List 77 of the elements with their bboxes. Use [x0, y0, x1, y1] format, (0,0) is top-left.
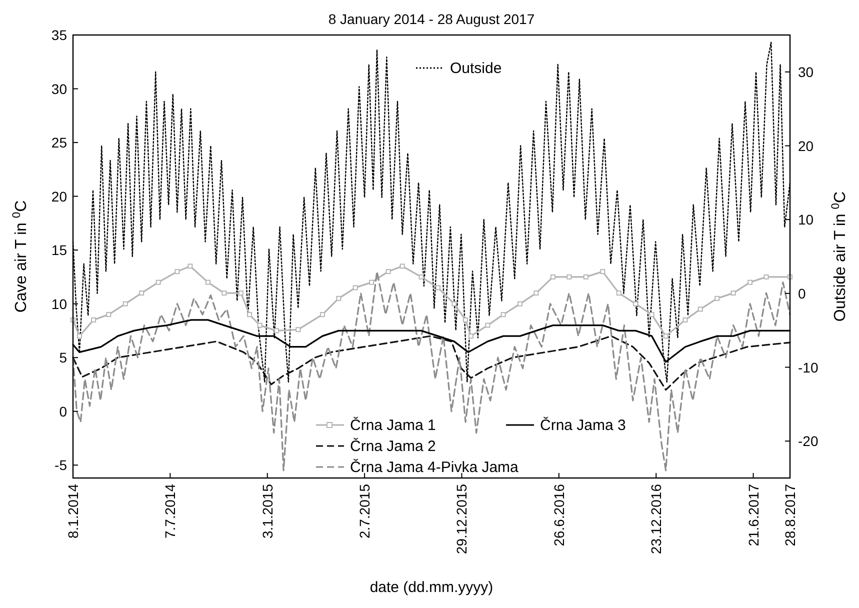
point — [550, 274, 556, 280]
point — [296, 327, 301, 332]
x-tick-label: 7.7.2014 — [162, 484, 178, 538]
point — [698, 306, 703, 312]
point — [748, 280, 753, 285]
point — [222, 290, 227, 296]
point — [730, 290, 736, 296]
point — [616, 290, 622, 296]
y2-tick-label: -10 — [798, 359, 818, 376]
y2-tick-label: 10 — [798, 212, 814, 228]
x-tick-label: 26.6.2016 — [550, 484, 567, 546]
point — [633, 301, 638, 306]
legend-label: Črna Jama 1 — [350, 416, 436, 434]
point — [106, 312, 112, 318]
point — [91, 317, 96, 322]
point — [76, 334, 82, 339]
point — [566, 274, 572, 280]
point — [156, 280, 161, 285]
line-series — [72, 270, 791, 472]
point — [682, 317, 688, 322]
x-tick-label: 21.6.2017 — [745, 484, 762, 546]
point — [174, 269, 180, 274]
point — [122, 301, 128, 306]
point — [247, 312, 252, 318]
point — [369, 280, 374, 285]
x-tick-label: 3.1.2015 — [259, 484, 276, 538]
legend-label: Črna Jama 2 — [350, 437, 436, 455]
point — [714, 296, 720, 301]
point — [468, 334, 474, 339]
y-tick-label: 30 — [51, 80, 68, 97]
x-tick-label: 29.12.2015 — [454, 484, 470, 554]
y-tick-label: 35 — [51, 27, 68, 43]
x-tick-label: 8.1.2014 — [65, 484, 81, 538]
legend-label: Črna Jama 3 — [540, 416, 626, 434]
point — [139, 290, 144, 296]
point — [518, 301, 523, 306]
y2-tick-label: -20 — [798, 433, 818, 450]
point — [320, 312, 325, 318]
y-tick-label: 5 — [59, 350, 68, 366]
point — [257, 322, 262, 328]
point — [463, 317, 468, 322]
y-tick-label: 20 — [51, 188, 68, 204]
point — [500, 312, 506, 318]
point — [764, 274, 769, 280]
y2-tick-label: 20 — [798, 138, 814, 154]
point — [435, 285, 440, 290]
point — [188, 264, 193, 269]
point — [534, 290, 539, 296]
point — [274, 328, 280, 334]
line-series — [72, 335, 791, 391]
point — [386, 269, 391, 274]
y2-tick-label: 30 — [798, 64, 814, 80]
chart-title: 8 January 2014 - 28 August 2017 — [328, 11, 535, 27]
legend-label: Črna Jama 4-Pivka Jama — [350, 458, 520, 476]
x-tick-label: 2.7.2015 — [356, 484, 373, 538]
point — [418, 274, 424, 280]
y-tick-label: -5 — [54, 457, 68, 474]
x-tick-label: 23.12.2016 — [648, 484, 664, 554]
point — [583, 274, 588, 280]
x-tick-label: 28.8.2017 — [782, 484, 798, 546]
point — [336, 296, 342, 301]
y-tick-label: 10 — [51, 296, 68, 312]
point — [238, 290, 244, 296]
point — [663, 334, 668, 339]
point — [600, 269, 606, 274]
y-tick-label: 0 — [59, 403, 68, 420]
point — [485, 322, 490, 328]
x-axis-title: date (dd.mm.yyyy) — [370, 579, 494, 596]
legend-label: Outside — [450, 60, 502, 77]
point — [205, 280, 210, 285]
y2-tick-label: 0 — [798, 285, 806, 302]
point — [352, 285, 358, 290]
y-tick-label: 25 — [51, 134, 68, 151]
y-tick-label: 15 — [51, 242, 68, 258]
point — [649, 312, 654, 318]
point — [452, 301, 457, 306]
point — [400, 264, 405, 269]
